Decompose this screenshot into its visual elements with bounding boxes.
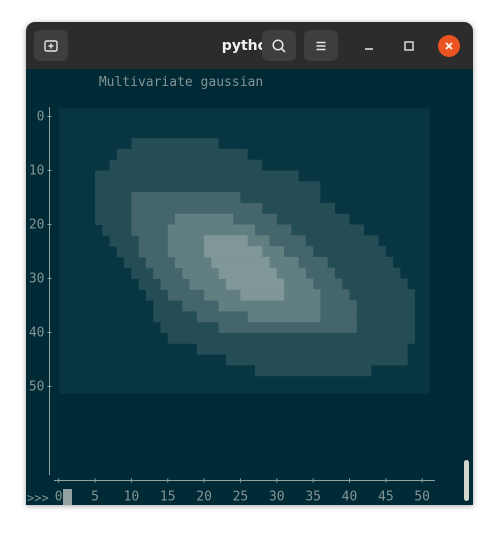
python-prompt: >>> [27, 491, 49, 505]
x-tick-label-15: 15 [160, 490, 176, 505]
heatmap-cell-level-4 [211, 256, 270, 269]
search-icon [272, 38, 286, 53]
close-icon [445, 42, 453, 50]
heatmap-cells [58, 108, 430, 394]
y-tick-label-50: 50 [29, 380, 45, 395]
heatmap-cell-level-1 [131, 138, 219, 150]
y-tick-label-0: 0 [37, 110, 45, 125]
heatmap-cell-level-1 [196, 343, 408, 355]
heatmap-chart: Multivariate gaussian 0 10 20 30 40 50 0 5 10 15 2… [27, 75, 435, 505]
hamburger-menu-icon [316, 41, 326, 50]
menu-button[interactable] [304, 30, 338, 61]
x-tick-label-20: 20 [196, 490, 212, 505]
terminal-area[interactable]: Multivariate gaussian 0 10 20 30 40 50 0 5 10 15 2… [26, 69, 473, 505]
x-tick-label-45: 45 [378, 490, 394, 505]
heatmap-cell-level-2 [131, 202, 263, 215]
heatmap-cell-level-4 [218, 267, 277, 279]
x-tick-label-30: 30 [269, 490, 285, 505]
y-tick-label-40: 40 [29, 326, 45, 341]
heatmap-cell-level-1 [225, 354, 408, 366]
x-tick-label-25: 25 [233, 490, 249, 505]
y-tick-label-10: 10 [29, 164, 45, 179]
close-button[interactable] [438, 35, 460, 57]
x-tick-label-10: 10 [124, 490, 140, 505]
heatmap-cell-level-3 [167, 224, 255, 236]
heatmap-cell-level-2 [218, 321, 357, 333]
heatmap-cell-level-1 [254, 364, 372, 377]
y-tick-label-30: 30 [29, 272, 45, 287]
terminal-window: python [26, 22, 473, 505]
text-cursor [63, 489, 72, 505]
minimize-button[interactable] [358, 35, 380, 57]
maximize-icon [404, 41, 414, 51]
x-tick-label-35: 35 [305, 490, 321, 505]
x-tick-label-0: 0 [55, 490, 63, 505]
heatmap-cell-level-4 [240, 289, 285, 301]
y-tick-label-20: 20 [29, 218, 45, 233]
new-tab-button[interactable] [34, 30, 68, 61]
heatmap-cell-level-1 [167, 332, 415, 344]
x-tick-label-50: 50 [414, 490, 430, 505]
scrollbar-thumb[interactable] [464, 460, 469, 501]
heatmap-cell-level-1 [116, 148, 248, 161]
heatmap-cell-level-2 [131, 192, 241, 204]
chart-axes: 0 10 20 30 40 50 0 5 10 15 20 25 30 35 40 45 50 [29, 107, 435, 505]
heatmap-cell-level-3 [175, 213, 234, 225]
heatmap-cell-level-4 [225, 278, 285, 290]
heatmap-cell-level-1 [109, 159, 263, 171]
heatmap-cell-level-3 [247, 310, 321, 323]
maximize-button[interactable] [398, 35, 420, 57]
x-tick-label-5: 5 [91, 490, 99, 505]
minimize-icon [365, 48, 373, 50]
heatmap-cell-level-3 [218, 300, 321, 312]
heatmap-cell-level-4 [204, 235, 248, 247]
title-bar[interactable]: python [26, 22, 473, 69]
heatmap-cell-level-1 [95, 170, 299, 182]
search-button[interactable] [262, 30, 296, 61]
x-tick-label-40: 40 [342, 490, 358, 505]
heatmap-cell-level-4 [204, 246, 263, 258]
new-tab-icon [44, 39, 58, 52]
chart-title: Multivariate gaussian [99, 75, 263, 90]
